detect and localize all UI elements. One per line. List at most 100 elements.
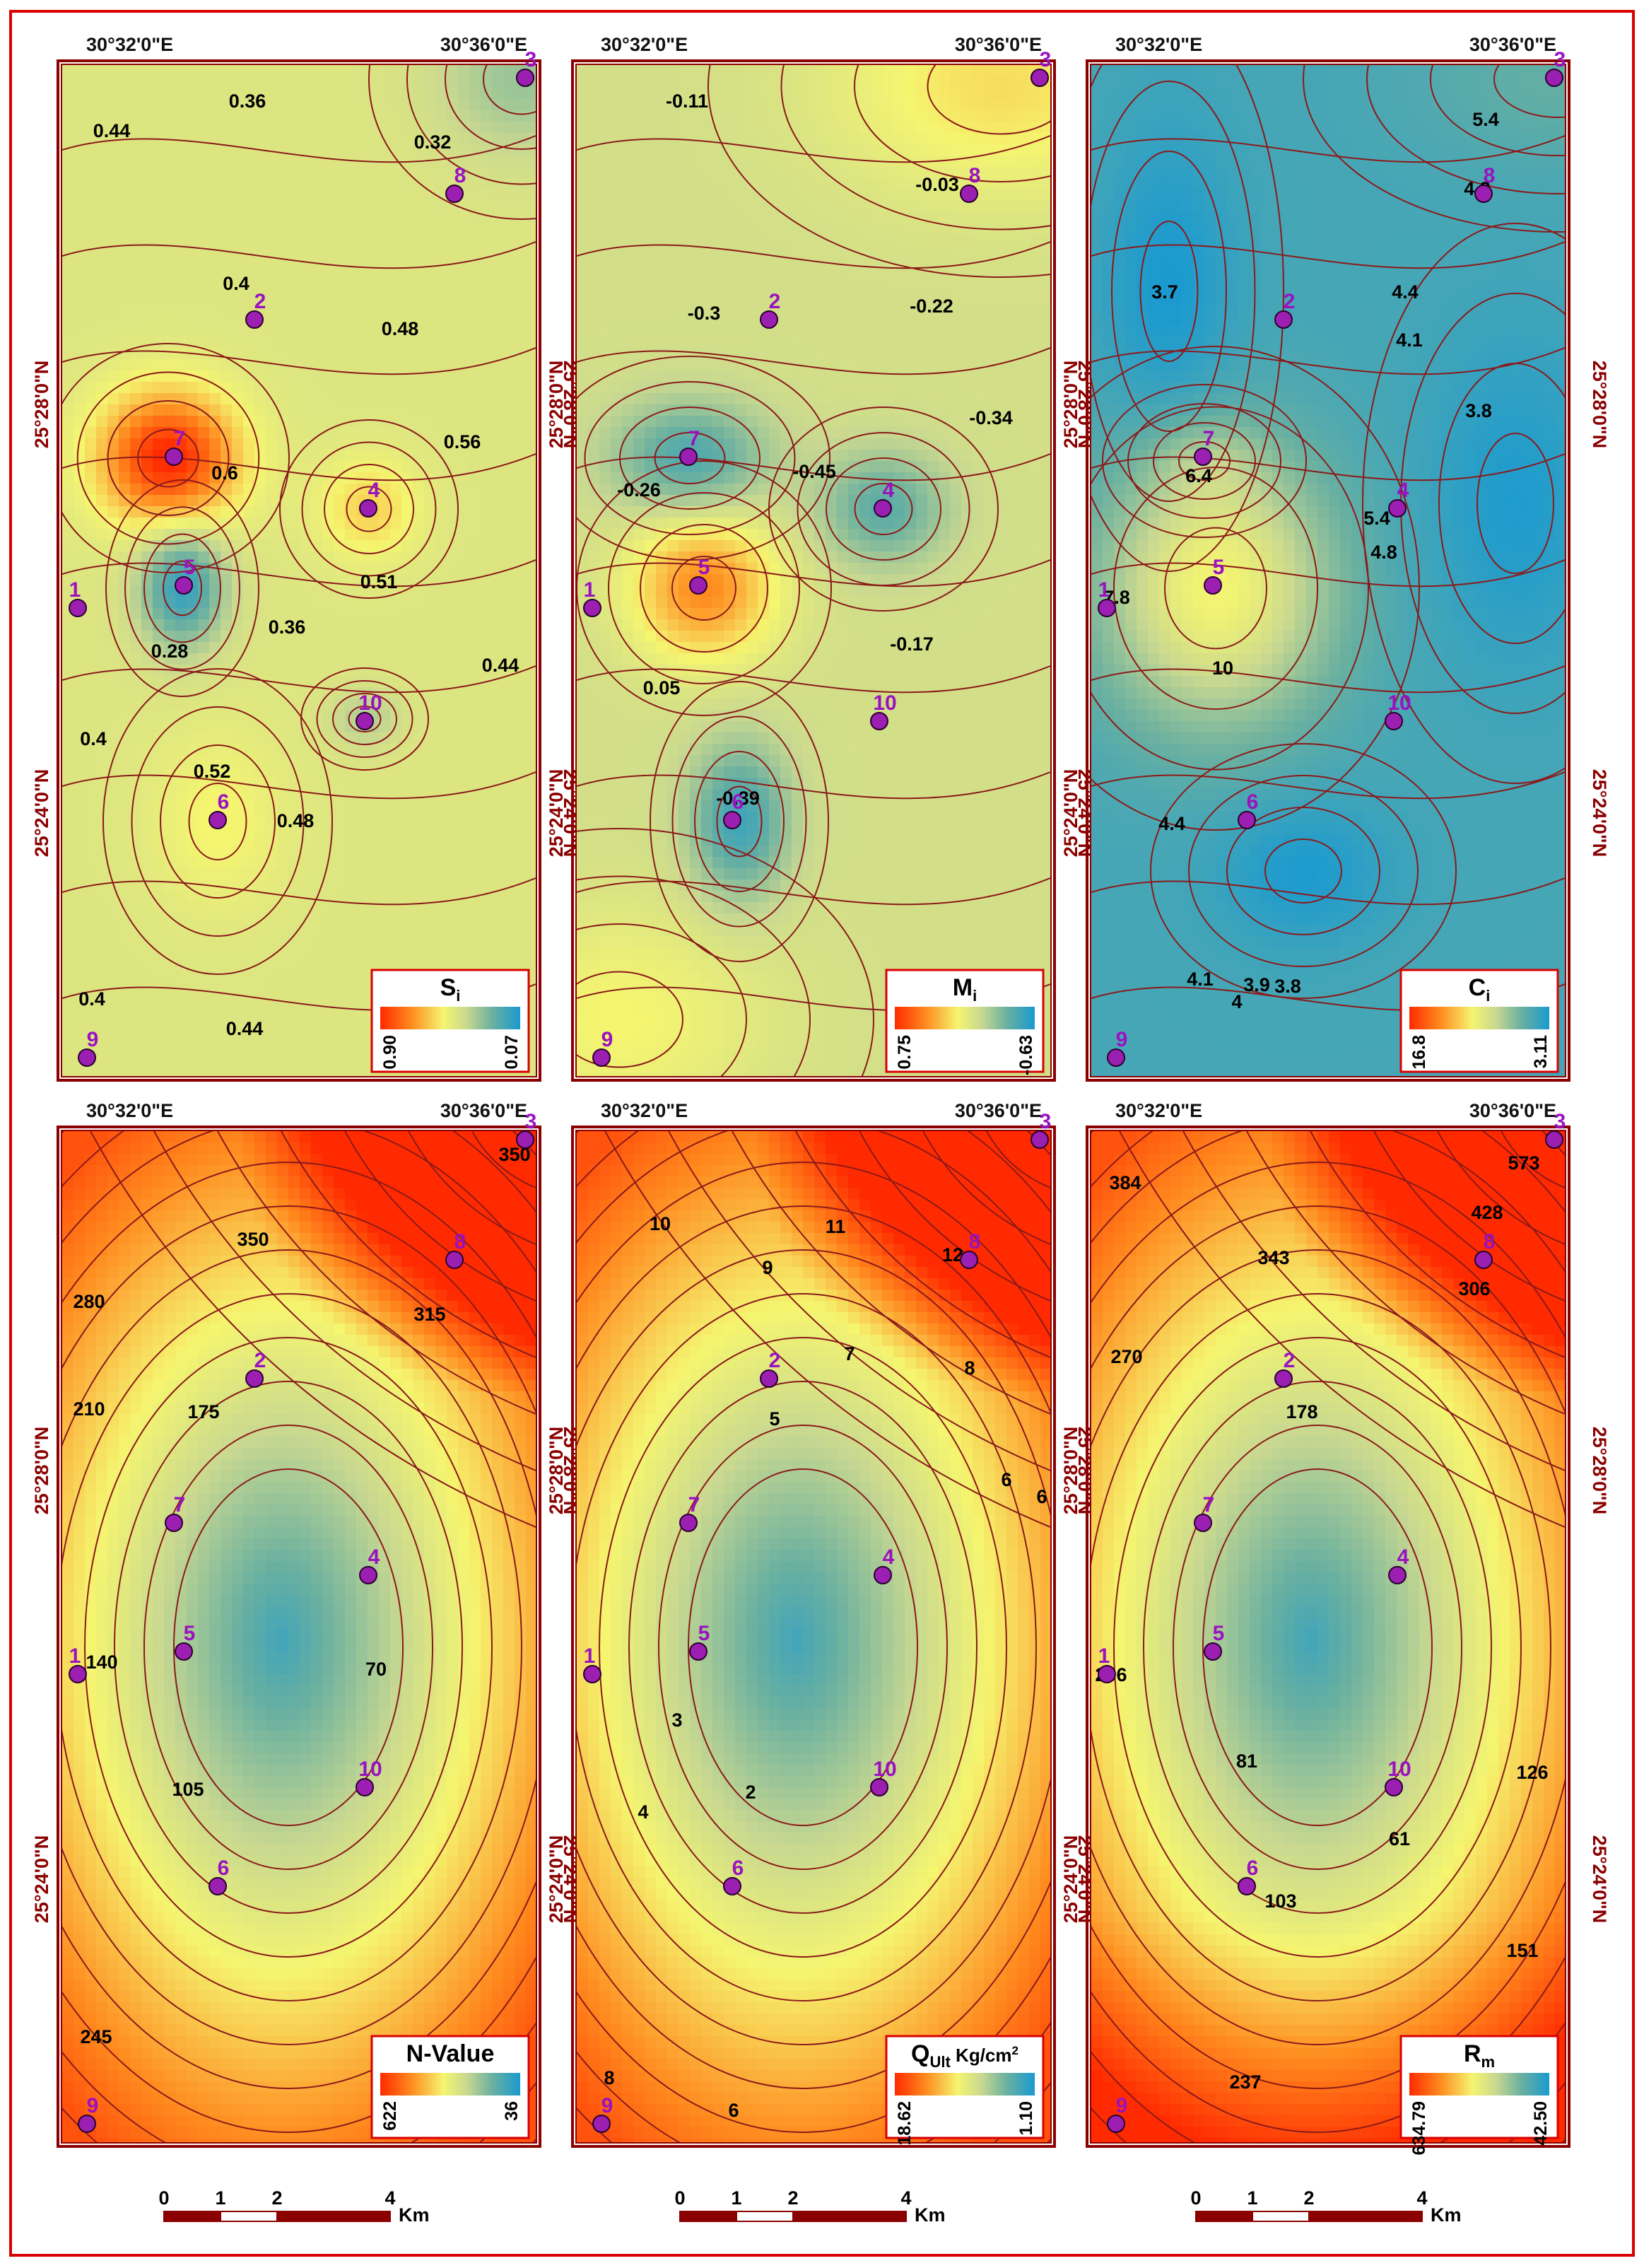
well-marker-5[interactable]: [1204, 576, 1222, 595]
well-marker-2[interactable]: [245, 310, 264, 329]
well-marker-8[interactable]: [1474, 1251, 1493, 1269]
contour-line: [62, 877, 536, 906]
contour-value-label: 280: [73, 1291, 105, 1312]
well-label-4: 4: [883, 479, 895, 502]
latitude-label-left: 25°24'0"N: [31, 769, 52, 858]
contour-line: [577, 1205, 1050, 2089]
well-marker-4[interactable]: [1388, 499, 1407, 518]
contour-value-label: -0.45: [792, 461, 836, 482]
well-marker-10[interactable]: [870, 1778, 888, 1796]
well-marker-4[interactable]: [874, 499, 892, 518]
legend: N-Value 622 36: [370, 2035, 530, 2139]
well-marker-5[interactable]: [175, 1642, 193, 1661]
well-marker-4[interactable]: [359, 1566, 377, 1584]
well-marker-9[interactable]: [78, 1048, 96, 1067]
well-marker-9[interactable]: [592, 2115, 611, 2133]
well-marker-2[interactable]: [245, 1369, 264, 1388]
well-marker-6[interactable]: [209, 811, 227, 829]
well-marker-6[interactable]: [723, 811, 741, 829]
contour-value-label: 9: [762, 1257, 773, 1278]
well-marker-10[interactable]: [356, 1778, 374, 1796]
contour-line: [577, 875, 811, 1076]
well-marker-10[interactable]: [1385, 712, 1403, 730]
well-marker-2[interactable]: [760, 310, 778, 329]
well-marker-1[interactable]: [583, 599, 601, 617]
well-marker-5[interactable]: [1204, 1642, 1222, 1661]
well-marker-3[interactable]: [1031, 69, 1049, 87]
well-marker-4[interactable]: [874, 1566, 892, 1584]
well-marker-7[interactable]: [679, 448, 698, 466]
contour-value-label: 0.28: [151, 641, 189, 662]
well-marker-10[interactable]: [1385, 1778, 1403, 1796]
contour-value-label: 0.4: [80, 728, 107, 749]
well-marker-5[interactable]: [689, 576, 707, 595]
scale-bar-tick: 0: [158, 2187, 169, 2209]
contour-line: [584, 381, 796, 535]
well-marker-10[interactable]: [870, 712, 888, 730]
well-marker-5[interactable]: [175, 576, 193, 595]
well-marker-2[interactable]: [1274, 1369, 1293, 1388]
well-marker-1[interactable]: [1098, 1665, 1116, 1683]
well-marker-10[interactable]: [356, 712, 374, 730]
well-marker-7[interactable]: [1194, 1514, 1212, 1532]
well-marker-4[interactable]: [1388, 1566, 1407, 1584]
well-marker-9[interactable]: [78, 2115, 96, 2133]
contour-line: [650, 681, 829, 962]
well-label-8: 8: [454, 164, 466, 187]
longitude-label-right: 30°36'0"E: [955, 1100, 1042, 1121]
well-marker-1[interactable]: [583, 1665, 601, 1683]
well-marker-7[interactable]: [165, 448, 183, 466]
well-marker-8[interactable]: [960, 1251, 978, 1269]
contour-value-label: 210: [73, 1398, 105, 1420]
well-marker-2[interactable]: [760, 1369, 778, 1388]
well-marker-7[interactable]: [165, 1514, 183, 1532]
contour-line: [1202, 1468, 1433, 1826]
well-marker-9[interactable]: [592, 1048, 611, 1067]
well-marker-3[interactable]: [516, 1130, 534, 1149]
well-label-9: 9: [87, 2094, 99, 2117]
contour-line: [1493, 65, 1565, 118]
well-marker-3[interactable]: [1545, 69, 1563, 87]
well-marker-9[interactable]: [1107, 2115, 1125, 2133]
well-marker-8[interactable]: [445, 1251, 464, 1269]
contour-value-label: 0.4: [78, 988, 105, 1010]
contour-line: [604, 1131, 1050, 1528]
scale-bar-tick: 1: [215, 2187, 225, 2209]
well-marker-6[interactable]: [723, 1877, 741, 1895]
well-marker-9[interactable]: [1107, 1048, 1125, 1067]
contour-line: [1153, 422, 1256, 500]
well-marker-1[interactable]: [1098, 599, 1116, 617]
scale-bar-tick: 4: [1416, 2187, 1427, 2209]
well-marker-1[interactable]: [69, 1665, 87, 1683]
contour-line: [1501, 1131, 1565, 1188]
well-marker-8[interactable]: [960, 185, 978, 203]
scale-bar-tick: 2: [1303, 2187, 1314, 2209]
well-marker-8[interactable]: [445, 185, 464, 203]
well-marker-1[interactable]: [69, 599, 87, 617]
contour-line: [1310, 1131, 1565, 1358]
legend: QUlt Kg/cm2 18.62 1.10: [885, 2035, 1045, 2146]
well-label-2: 2: [769, 1349, 781, 1372]
well-marker-3[interactable]: [1545, 1130, 1563, 1149]
latitude-label-left: 25°28'0"N: [546, 1427, 567, 1515]
well-marker-3[interactable]: [1031, 1130, 1049, 1149]
well-marker-2[interactable]: [1274, 310, 1293, 329]
color-field: [577, 1131, 1050, 2142]
well-marker-8[interactable]: [1474, 185, 1493, 203]
well-marker-4[interactable]: [359, 499, 377, 518]
well-marker-7[interactable]: [1194, 448, 1212, 466]
well-marker-3[interactable]: [516, 69, 534, 87]
well-marker-5[interactable]: [689, 1642, 707, 1661]
scale-bar-unit: Km: [1431, 2204, 1462, 2226]
well-label-2: 2: [1284, 1349, 1296, 1372]
color-field: [577, 65, 1050, 1076]
well-marker-6[interactable]: [1238, 811, 1256, 829]
contour-value-label: 0.52: [194, 761, 231, 782]
well-marker-6[interactable]: [209, 1877, 227, 1895]
well-marker-7[interactable]: [679, 1514, 698, 1532]
contour-line: [577, 453, 1050, 481]
legend-color-ramp: [1409, 1007, 1549, 1029]
contour-lines: [62, 1131, 536, 2142]
well-marker-6[interactable]: [1238, 1877, 1256, 1895]
